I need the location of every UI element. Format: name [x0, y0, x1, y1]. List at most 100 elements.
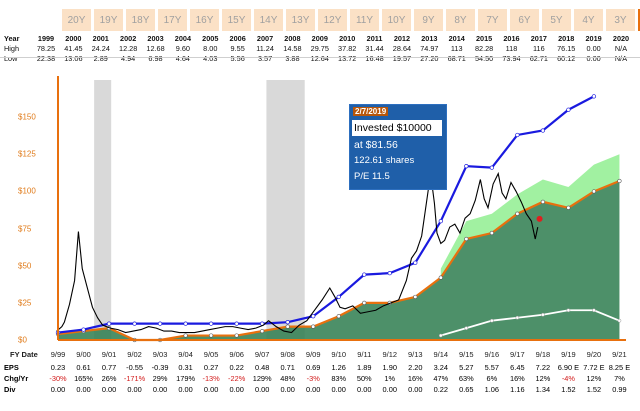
low-value: 62.71	[529, 54, 548, 63]
chg-value: 50%	[356, 374, 372, 383]
range-button-5y[interactable]: 5Y	[542, 9, 571, 31]
high-label: High	[4, 44, 20, 53]
growth-point	[285, 320, 290, 325]
eps-value: 0.69	[306, 363, 321, 372]
div-value: 1.52	[561, 385, 576, 394]
range-button-4y[interactable]: 4Y	[574, 9, 603, 31]
low-value: 2.89	[93, 54, 108, 63]
high-value: 9.60	[175, 44, 190, 53]
year-value: 2010	[339, 34, 356, 43]
range-button-3y[interactable]: 3Y	[606, 9, 635, 31]
range-button-15y[interactable]: 15Y	[222, 9, 251, 31]
div-value: 0.00	[254, 385, 270, 394]
growth-point	[183, 321, 188, 326]
growth-line	[57, 95, 595, 334]
range-button-10y[interactable]: 10Y	[382, 9, 411, 31]
range-button-11y[interactable]: 11Y	[350, 9, 379, 31]
low-value: 3.88	[285, 54, 300, 63]
range-button-19y[interactable]: 19Y	[94, 9, 123, 31]
low-value: 4.03	[203, 54, 218, 63]
eps-value: 0.27	[203, 363, 219, 372]
low-value: 68.71	[447, 54, 466, 63]
div-value: 0.00	[306, 385, 321, 394]
div-value: 0.00	[76, 385, 91, 394]
range-button-16y[interactable]: 16Y	[190, 9, 219, 31]
dividend-point	[515, 315, 520, 320]
year-value: 2018	[558, 34, 575, 43]
range-button-14y[interactable]: 14Y	[254, 9, 283, 31]
div-value: 0.00	[178, 385, 193, 394]
chg-value: 179%	[176, 374, 196, 383]
div-value: 0.00	[382, 385, 397, 394]
range-button-8y[interactable]: 8Y	[446, 9, 475, 31]
range-button-20y[interactable]: 20Y	[62, 9, 91, 31]
div-value: 0.00	[101, 385, 117, 394]
eps-value: 0.23	[50, 363, 66, 372]
chg-value: 63%	[458, 374, 474, 383]
chg-value: 1%	[384, 374, 396, 383]
year-value: 2009	[311, 34, 328, 43]
eps-value: 0.22	[229, 363, 244, 372]
eps-value: 8.25 E	[608, 363, 631, 372]
high-row: High 78.25 41.45 24.24 12.28 12.68 9.60 8.00 9.…	[0, 44, 640, 54]
x-tick-label: 9/04	[178, 350, 193, 359]
low-row: Low 22.38 13.06 2.89 4.94 6.98 4.64 4.03 5.56 3.…	[0, 54, 640, 64]
y-tick-label: $25	[18, 298, 32, 308]
year-value: 2015	[475, 34, 493, 43]
recession-band	[94, 80, 112, 340]
dividend-point	[617, 318, 622, 323]
div-value: 0.00	[280, 385, 295, 394]
range-button-17y[interactable]: 17Y	[158, 9, 187, 31]
range-button-13y[interactable]: 13Y	[286, 9, 315, 31]
range-button-all[interactable]: All	[638, 9, 640, 31]
fair-value-point	[566, 205, 571, 210]
range-button-12y[interactable]: 12Y	[318, 9, 347, 31]
projected-growth-band	[440, 154, 620, 278]
high-value: 14.58	[283, 44, 302, 53]
y-tick-label: $150	[18, 112, 36, 122]
recession-band	[266, 80, 305, 340]
dividend-point	[464, 326, 469, 330]
growth-point	[566, 107, 571, 112]
div-label: Div	[4, 385, 16, 394]
high-value: 9.55	[230, 44, 245, 53]
low-value: 13.72	[338, 54, 357, 63]
low-value: 5.56	[230, 54, 245, 63]
low-value: 16.48	[365, 54, 384, 63]
x-tick-label: 9/07	[254, 350, 270, 359]
chg-value: 83%	[331, 374, 347, 383]
year-value: 2011	[366, 34, 383, 43]
fast-graph-chart[interactable]	[52, 72, 630, 347]
year-value: 2012	[393, 34, 411, 43]
chg-value: 12%	[535, 374, 551, 383]
div-value: 1.52	[586, 385, 602, 394]
x-tick-label: 9/20	[586, 350, 602, 359]
chg-value: 26%	[101, 374, 117, 383]
div-value: 0.00	[50, 385, 66, 394]
range-button-7y[interactable]: 7Y	[478, 9, 507, 31]
year-value: 2020	[612, 34, 630, 43]
growth-point	[311, 314, 316, 319]
tooltip-pe: P/E 11.5	[354, 171, 390, 182]
fair-value-point	[489, 230, 494, 236]
y-tick-label: $0	[18, 335, 27, 345]
div-value: 0.00	[152, 385, 168, 394]
y-tick-label: $75	[18, 224, 32, 234]
growth-point	[234, 321, 239, 326]
x-tick-label: 9/14	[433, 350, 449, 359]
dividend-line	[440, 309, 620, 337]
eps-value: -0.39	[151, 363, 169, 372]
chg-value: -3%	[306, 374, 320, 383]
range-button-6y[interactable]: 6Y	[510, 9, 539, 31]
low-value: 12.64	[310, 54, 329, 63]
fair-value-point	[617, 178, 622, 184]
eps-value: 7.22	[535, 363, 551, 372]
eps-value: 0.71	[280, 363, 295, 372]
low-value: 54.50	[474, 54, 494, 63]
growth-point	[387, 270, 392, 276]
range-button-9y[interactable]: 9Y	[414, 9, 443, 31]
eps-value: 0.61	[76, 363, 91, 372]
eps-value: -0.55	[126, 363, 143, 372]
x-tick-label: 9/17	[510, 350, 525, 359]
range-button-18y[interactable]: 18Y	[126, 9, 155, 31]
